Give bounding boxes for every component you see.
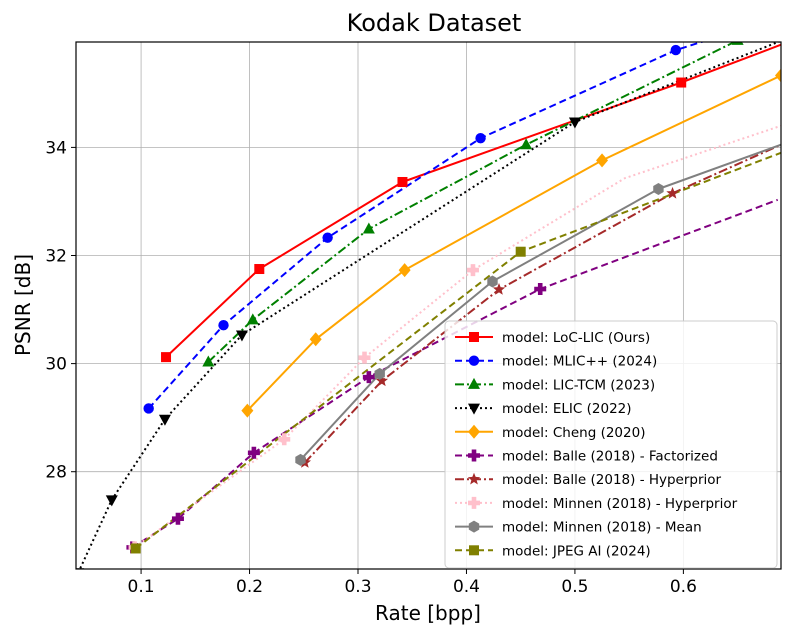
- data-point: [246, 313, 259, 325]
- data-point: [362, 371, 375, 384]
- series-line: [147, 42, 705, 410]
- legend-marker: [469, 332, 479, 342]
- legend-label: model: Balle (2018) - Factorized: [502, 449, 718, 465]
- data-point: [375, 374, 389, 387]
- data-point: [666, 186, 679, 199]
- data-point: [143, 403, 154, 414]
- data-point: [520, 138, 533, 150]
- data-point: [247, 446, 260, 459]
- data-point: [731, 42, 744, 45]
- legend-marker: [468, 520, 480, 533]
- x-tick-label: 0.2: [236, 577, 263, 597]
- legend-marker: [467, 472, 481, 485]
- data-point: [398, 263, 411, 278]
- data-point: [358, 351, 371, 364]
- data-point: [466, 264, 479, 277]
- legend-marker: [468, 403, 480, 415]
- data-point: [254, 264, 265, 275]
- legend-box: [444, 320, 778, 569]
- data-point: [158, 414, 171, 426]
- data-point: [171, 512, 184, 525]
- legend-marker: [469, 545, 479, 556]
- data-point: [492, 283, 506, 295]
- legend-marker: [468, 496, 480, 509]
- x-tick-label: 0.6: [670, 577, 697, 597]
- data-point: [105, 495, 118, 507]
- ticks: 0.1 0.2 0.3 0.4 0.5 0.6 28 30 32 34: [45, 138, 697, 597]
- plot-frame: [75, 41, 782, 570]
- data-point: [475, 133, 486, 144]
- data-point: [374, 367, 385, 380]
- legend-label: model: MLIC++ (2024): [502, 354, 657, 370]
- data-point: [653, 183, 664, 196]
- y-tick-label: 32: [45, 247, 67, 267]
- legend-label: model: ELIC (2022): [502, 401, 632, 417]
- series-line: [131, 198, 779, 549]
- legend-marker: [468, 424, 480, 439]
- data-point: [161, 352, 172, 363]
- data-point: [362, 222, 375, 234]
- data-point: [596, 153, 609, 168]
- data-point: [278, 433, 291, 446]
- data-point: [235, 330, 248, 342]
- data-point: [309, 332, 322, 347]
- data-point: [218, 320, 229, 331]
- x-tick-label: 0.1: [128, 577, 155, 597]
- legend-label: model: LIC-TCM (2023): [502, 377, 655, 393]
- legend-label: model: Minnen (2018) - Hyperprior: [502, 496, 738, 512]
- x-axis-label: Rate [bpp]: [375, 601, 481, 625]
- data-point: [130, 543, 141, 554]
- data-point: [515, 246, 526, 257]
- data-point: [568, 117, 581, 129]
- legend-label: model: Cheng (2020): [502, 425, 645, 441]
- y-tick-label: 30: [45, 355, 67, 375]
- data-point: [534, 283, 547, 296]
- data-point: [322, 232, 333, 243]
- legend-marker: [468, 377, 480, 389]
- legend-marker: [468, 449, 480, 462]
- y-tick-label: 28: [45, 463, 67, 483]
- legend-label: model: Minnen (2018) - Mean: [502, 520, 702, 536]
- x-tick-label: 0.5: [561, 577, 588, 597]
- data-point: [670, 44, 681, 56]
- data-point: [202, 355, 215, 367]
- legend-marker: [468, 355, 480, 366]
- legend-label: model: LoC-LIC (Ours): [502, 330, 650, 346]
- data-point: [676, 77, 687, 88]
- data-point: [295, 453, 306, 466]
- data-point: [241, 403, 254, 418]
- legend-label: model: Balle (2018) - Hyperprior: [502, 472, 722, 488]
- data-point: [487, 275, 498, 288]
- y-axis-label: PSNR [dB]: [11, 254, 35, 356]
- legend-label: model: JPEG AI (2024): [502, 543, 651, 559]
- data-point: [397, 176, 408, 187]
- chart-title: Kodak Dataset: [347, 9, 522, 37]
- data-point: [775, 68, 781, 83]
- y-tick-label: 34: [45, 138, 67, 158]
- series-line: [78, 42, 781, 569]
- x-tick-label: 0.3: [344, 577, 371, 597]
- x-tick-label: 0.4: [453, 577, 480, 597]
- series-line: [207, 42, 737, 363]
- series-markers: [76, 42, 781, 569]
- legend: model: LoC-LIC (Ours) model: MLIC++ (2024…: [444, 320, 778, 569]
